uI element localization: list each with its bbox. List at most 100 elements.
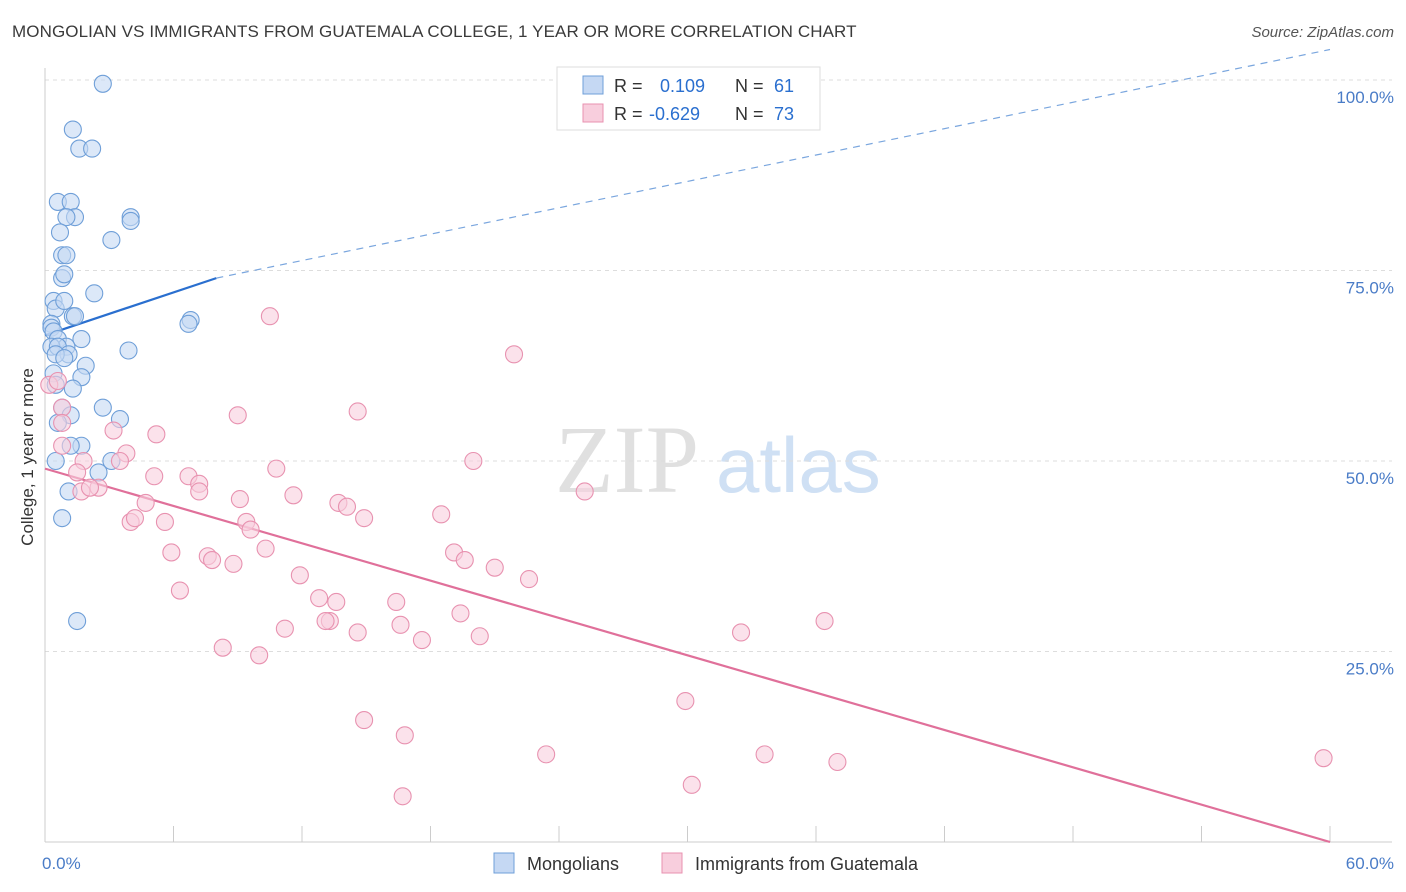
legend-swatch-pink bbox=[582, 103, 604, 123]
point-guatemala-59 bbox=[213, 638, 232, 657]
points-layer bbox=[40, 74, 1333, 806]
point-guatemala-4 bbox=[53, 398, 72, 417]
point-mongolians-1 bbox=[63, 120, 82, 139]
point-guatemala-45 bbox=[290, 566, 309, 585]
point-guatemala-57 bbox=[412, 631, 431, 650]
chart-title: MONGOLIAN VS IMMIGRANTS FROM GUATEMALA C… bbox=[12, 22, 857, 41]
legend-n-value-2: 73 bbox=[774, 104, 794, 124]
watermark-atlas: atlas bbox=[716, 421, 881, 509]
point-guatemala-1 bbox=[504, 345, 524, 364]
point-guatemala-39 bbox=[203, 551, 222, 570]
point-guatemala-14 bbox=[68, 463, 87, 482]
legend-r-value-1: 0.109 bbox=[660, 76, 705, 96]
point-mongolians-42 bbox=[93, 398, 112, 417]
x-tick-label-min: 0.0% bbox=[42, 854, 81, 873]
series-legend-swatch-guatemala bbox=[661, 852, 683, 874]
point-guatemala-26 bbox=[136, 493, 155, 512]
point-guatemala-31 bbox=[155, 512, 174, 532]
point-mongolians-50 bbox=[46, 451, 65, 471]
point-mongolians-11 bbox=[102, 230, 121, 250]
axis-layer: 100.0% 75.0% 50.0% 25.0% bbox=[44, 68, 1394, 843]
point-guatemala-34 bbox=[241, 520, 260, 539]
point-guatemala-56 bbox=[391, 615, 410, 634]
point-guatemala-44 bbox=[485, 558, 504, 577]
point-mongolians-5 bbox=[61, 192, 80, 211]
point-guatemala-13 bbox=[110, 451, 130, 471]
watermark-zip: ZIP bbox=[555, 406, 699, 513]
point-guatemala-63 bbox=[676, 691, 695, 711]
point-mongolians-13 bbox=[57, 246, 76, 265]
point-guatemala-24 bbox=[284, 486, 303, 505]
point-guatemala-65 bbox=[395, 726, 414, 745]
point-mongolians-23 bbox=[179, 314, 198, 333]
point-mongolians-3 bbox=[83, 139, 102, 158]
point-guatemala-35 bbox=[355, 509, 374, 528]
grid-layer bbox=[45, 79, 1392, 652]
point-mongolians-21 bbox=[65, 307, 85, 326]
point-mongolians-7 bbox=[57, 208, 76, 227]
point-guatemala-29 bbox=[575, 482, 594, 501]
point-guatemala-40 bbox=[256, 539, 275, 558]
legend-r-label-1: R = bbox=[614, 76, 643, 96]
point-guatemala-64 bbox=[355, 711, 374, 730]
point-guatemala-36 bbox=[432, 505, 451, 524]
point-guatemala-17 bbox=[145, 467, 164, 486]
y-tick-label-100: 100.0% bbox=[1336, 88, 1394, 107]
point-guatemala-48 bbox=[310, 589, 329, 608]
point-guatemala-8 bbox=[104, 421, 123, 440]
point-mongolians-9 bbox=[121, 211, 140, 231]
point-guatemala-62 bbox=[815, 611, 834, 631]
series-legend: Mongolians Immigrants from Guatemala bbox=[493, 852, 919, 874]
point-guatemala-37 bbox=[162, 543, 181, 562]
point-guatemala-41 bbox=[224, 554, 243, 573]
point-guatemala-5 bbox=[53, 413, 72, 432]
legend-r-value-2: -0.629 bbox=[649, 104, 700, 124]
point-mongolians-16 bbox=[85, 284, 104, 303]
point-guatemala-69 bbox=[682, 775, 701, 794]
point-guatemala-0 bbox=[260, 307, 279, 326]
point-guatemala-12 bbox=[53, 436, 72, 455]
point-guatemala-28 bbox=[337, 497, 357, 516]
series-legend-label-mongolians: Mongolians bbox=[527, 854, 619, 874]
point-guatemala-58 bbox=[470, 627, 489, 646]
point-guatemala-49 bbox=[327, 592, 346, 612]
point-guatemala-61 bbox=[731, 623, 751, 642]
point-mongolians-28 bbox=[72, 330, 91, 349]
legend-swatch-blue bbox=[582, 75, 604, 95]
point-guatemala-54 bbox=[316, 611, 335, 631]
point-mongolians-35 bbox=[55, 349, 74, 368]
point-guatemala-7 bbox=[348, 402, 367, 421]
point-guatemala-46 bbox=[519, 570, 539, 589]
point-guatemala-3 bbox=[48, 371, 67, 391]
stats-legend: R = 0.109 N = 61 R = -0.629 N = 73 bbox=[556, 66, 821, 131]
point-mongolians-19 bbox=[55, 291, 74, 311]
point-mongolians-52 bbox=[53, 509, 72, 528]
point-guatemala-60 bbox=[250, 646, 269, 665]
point-guatemala-71 bbox=[1314, 749, 1333, 768]
series-legend-swatch-mongolians bbox=[493, 852, 515, 874]
point-mongolians-15 bbox=[55, 265, 74, 284]
legend-n-label-1: N = bbox=[735, 76, 764, 96]
point-guatemala-55 bbox=[348, 623, 367, 642]
legend-r-label-2: R = bbox=[614, 104, 643, 124]
point-guatemala-9 bbox=[147, 425, 166, 444]
y-axis-label: College, 1 year or more bbox=[18, 368, 37, 546]
point-guatemala-70 bbox=[393, 787, 412, 806]
point-guatemala-43 bbox=[455, 551, 474, 570]
point-mongolians-10 bbox=[50, 223, 70, 242]
series-legend-label-guatemala: Immigrants from Guatemala bbox=[695, 854, 919, 874]
point-guatemala-50 bbox=[387, 592, 406, 612]
y-tick-label-75: 75.0% bbox=[1346, 279, 1394, 298]
point-guatemala-16 bbox=[464, 451, 483, 471]
point-mongolians-40 bbox=[63, 379, 82, 398]
legend-n-value-1: 61 bbox=[774, 76, 794, 96]
x-tick-label-max: 60.0% bbox=[1346, 854, 1394, 873]
point-guatemala-25 bbox=[230, 490, 249, 509]
point-guatemala-68 bbox=[828, 752, 847, 772]
point-mongolians-0 bbox=[93, 74, 112, 93]
point-guatemala-23 bbox=[190, 482, 209, 501]
y-tick-label-50: 50.0% bbox=[1346, 469, 1394, 488]
point-mongolians-53 bbox=[68, 611, 87, 631]
trendline-mongolians bbox=[44, 277, 217, 337]
